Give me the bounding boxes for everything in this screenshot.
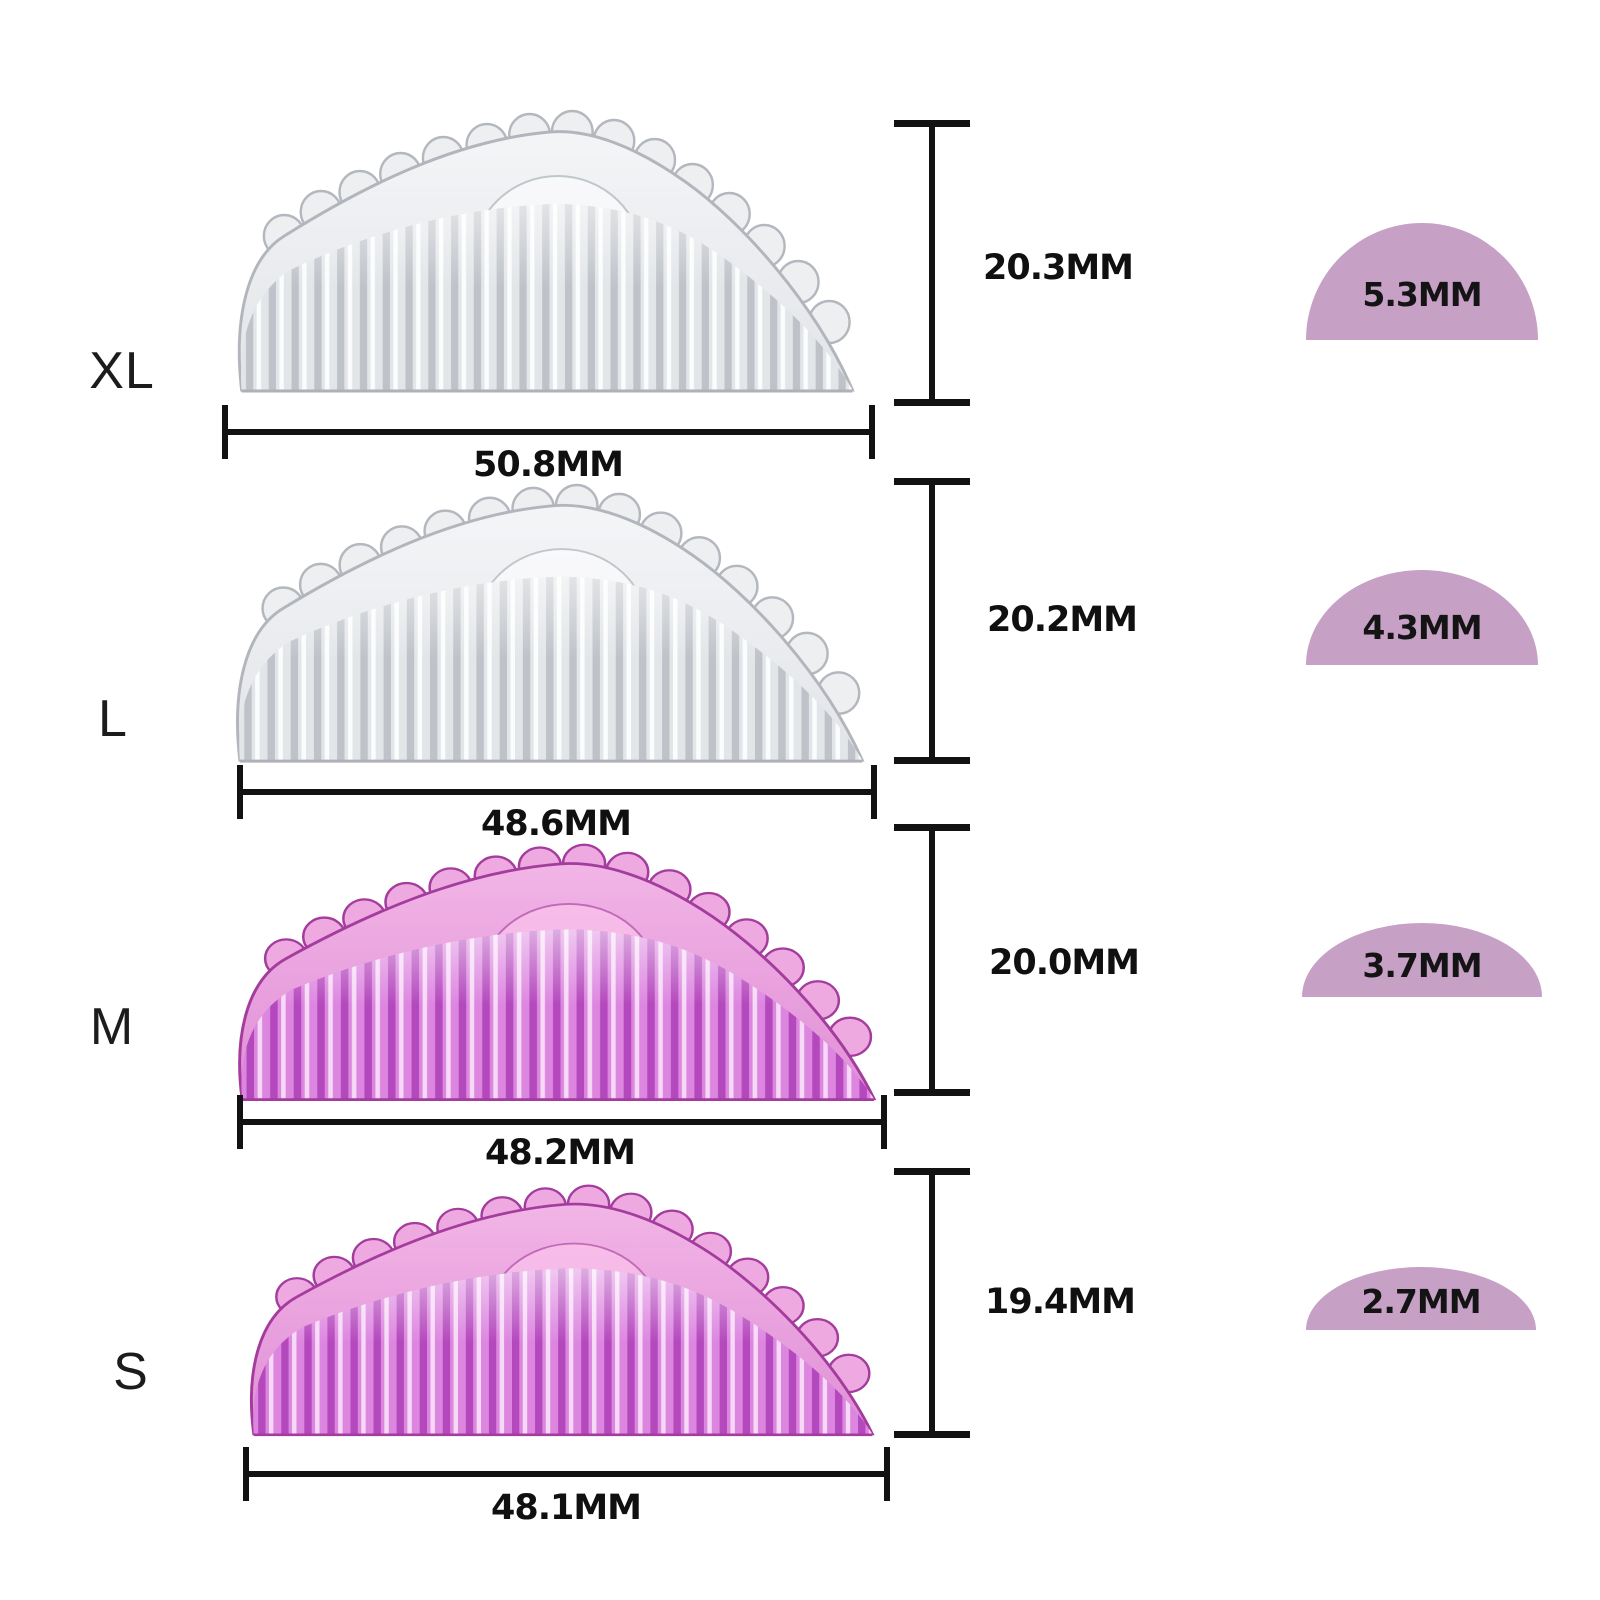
size-label-xl: XL	[89, 342, 155, 400]
width-value-l: 48.6MM	[480, 804, 632, 844]
thickness-semicircle-l: 4.3MM	[1306, 570, 1538, 665]
height-dimension-m	[894, 824, 970, 1096]
width-value-xl: 50.8MM	[472, 445, 624, 485]
height-value-s: 19.4MM	[984, 1282, 1136, 1322]
height-dimension-s	[894, 1168, 970, 1438]
thickness-value-l: 4.3MM	[1362, 608, 1482, 647]
lash-pad-l	[236, 483, 865, 763]
thickness-semicircle-xl: 5.3MM	[1306, 223, 1538, 340]
width-dimension-m	[237, 1095, 887, 1149]
width-value-m: 48.2MM	[484, 1133, 636, 1173]
height-value-m: 20.0MM	[988, 943, 1140, 983]
height-value-xl: 20.3MM	[982, 248, 1134, 288]
width-value-s: 48.1MM	[490, 1488, 642, 1528]
size-label-l: L	[98, 690, 128, 748]
size-label-m: M	[89, 998, 135, 1056]
lash-pad-s	[250, 1184, 875, 1437]
thickness-semicircle-m: 3.7MM	[1302, 923, 1542, 997]
height-dimension-xl	[894, 120, 970, 406]
width-dimension-xl	[222, 405, 875, 459]
thickness-value-xl: 5.3MM	[1362, 275, 1482, 314]
thickness-value-m: 3.7MM	[1362, 945, 1482, 985]
width-dimension-s	[243, 1447, 890, 1501]
thickness-semicircle-s: 2.7MM	[1306, 1267, 1536, 1330]
lash-pad-m	[238, 843, 877, 1101]
size-label-s: S	[113, 1343, 149, 1401]
thickness-value-s: 2.7MM	[1361, 1282, 1481, 1321]
height-value-l: 20.2MM	[986, 600, 1138, 640]
lash-pad-xl	[237, 109, 855, 393]
height-dimension-l	[894, 478, 970, 764]
width-dimension-l	[237, 765, 877, 819]
